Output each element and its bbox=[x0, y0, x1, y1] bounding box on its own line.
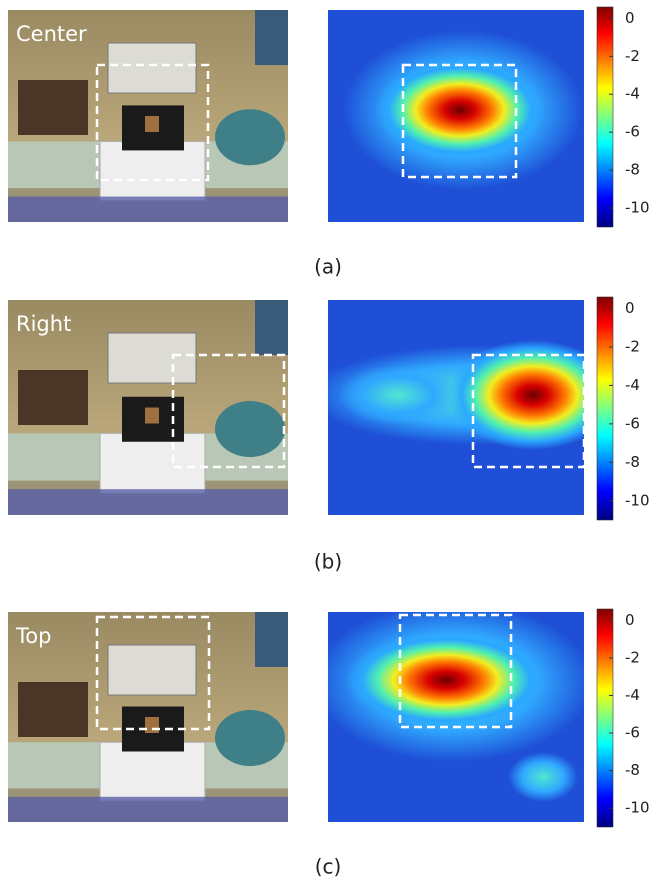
shelf bbox=[18, 682, 88, 737]
whiteboard bbox=[108, 43, 196, 93]
panel: Right 0 -2 -4 -6 -8 -10 (b) bbox=[8, 297, 650, 574]
colorbar-tick-label: -8 bbox=[625, 761, 640, 779]
panel: Top 0 -2 -4 -6 -8 -10 (c) bbox=[8, 602, 650, 879]
heat-region bbox=[346, 632, 546, 728]
striped-paper bbox=[8, 797, 288, 822]
colorbar bbox=[597, 297, 613, 520]
panel-caption: (a) bbox=[314, 255, 342, 279]
colorbar-tick-label: -2 bbox=[625, 47, 640, 65]
cabinet bbox=[255, 300, 288, 355]
heat-region bbox=[375, 60, 545, 160]
panel-caption: (c) bbox=[315, 855, 342, 879]
chair bbox=[215, 710, 285, 766]
colorbar-tick-label: -4 bbox=[625, 686, 640, 704]
colorbar bbox=[597, 609, 613, 827]
paper-stack bbox=[100, 433, 205, 493]
colorbar-tick-label: -6 bbox=[625, 123, 640, 141]
shelf bbox=[18, 370, 88, 425]
colorbar-tick-label: -2 bbox=[625, 337, 640, 355]
photo-label: Top bbox=[15, 624, 51, 648]
figure: Center 0 -2 -4 -6 -8 -10 (a) Right 0 -2 -4 -6 -8 -10 (b… bbox=[0, 0, 658, 884]
colorbar-tick-label: -10 bbox=[625, 199, 650, 217]
striped-paper bbox=[8, 489, 288, 515]
device-label bbox=[145, 116, 159, 132]
colorbar-tick-label: -10 bbox=[625, 799, 650, 817]
photo-label: Right bbox=[16, 312, 71, 336]
colorbar-tick-label: -2 bbox=[625, 648, 640, 666]
colorbar-tick-label: -10 bbox=[625, 491, 650, 509]
device-label bbox=[145, 408, 159, 424]
heatmap bbox=[328, 10, 584, 222]
panel: Center 0 -2 -4 -6 -8 -10 (a) bbox=[8, 7, 650, 279]
heat-region bbox=[508, 752, 578, 802]
colorbar bbox=[597, 7, 613, 227]
colorbar-tick-label: -6 bbox=[625, 724, 640, 742]
whiteboard bbox=[108, 645, 196, 695]
colorbar-tick-label: -8 bbox=[625, 453, 640, 471]
colorbar-tick-label: 0 bbox=[625, 9, 635, 27]
cabinet bbox=[255, 612, 288, 667]
panel-caption: (b) bbox=[314, 550, 342, 574]
heat-region bbox=[338, 365, 458, 425]
cabinet bbox=[255, 10, 288, 65]
colorbar-tick-label: -6 bbox=[625, 414, 640, 432]
colorbar-tick-label: 0 bbox=[625, 299, 635, 317]
striped-paper bbox=[8, 197, 288, 222]
heatmap bbox=[313, 602, 593, 822]
chair bbox=[215, 109, 285, 165]
chair bbox=[215, 401, 285, 457]
device-label bbox=[145, 717, 159, 733]
photo-label: Center bbox=[16, 22, 87, 46]
colorbar-tick-label: -4 bbox=[625, 85, 640, 103]
colorbar-tick-label: -8 bbox=[625, 161, 640, 179]
shelf bbox=[18, 80, 88, 135]
whiteboard bbox=[108, 333, 196, 383]
colorbar-tick-label: 0 bbox=[625, 611, 635, 629]
colorbar-tick-label: -4 bbox=[625, 376, 640, 394]
